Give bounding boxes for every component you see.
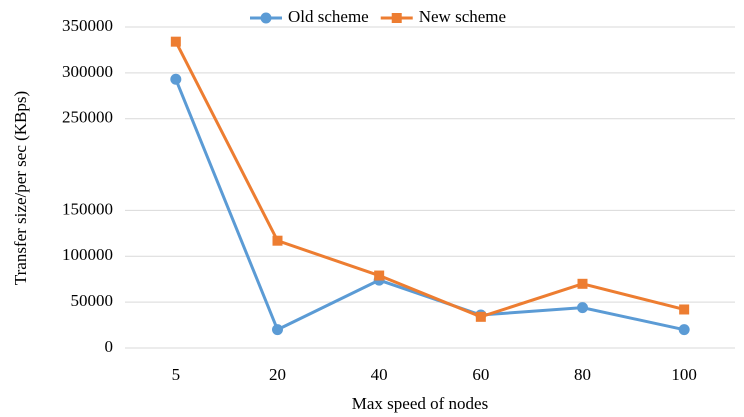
y-tick-label: 250000 xyxy=(62,108,113,127)
y-tick-label: 100000 xyxy=(62,245,113,264)
x-tick-label: 5 xyxy=(172,365,181,384)
x-tick-label: 80 xyxy=(574,365,591,384)
marker xyxy=(475,311,486,322)
y-axis-label: Transfer size/per sec (KBps) xyxy=(11,91,30,285)
marker xyxy=(577,278,588,289)
marker xyxy=(577,302,588,314)
x-tick-label: 40 xyxy=(371,365,388,384)
marker xyxy=(374,270,385,281)
x-axis-label: Max speed of nodes xyxy=(352,394,488,413)
legend-marker xyxy=(260,12,272,24)
x-tick-label: 60 xyxy=(472,365,489,384)
marker xyxy=(272,324,283,336)
y-tick-label: 300000 xyxy=(62,62,113,81)
legend-label: Old scheme xyxy=(288,7,369,26)
y-tick-label: 150000 xyxy=(62,199,113,218)
legend-marker xyxy=(391,13,402,23)
y-tick-label: 0 xyxy=(105,337,114,356)
y-tick-label: 350000 xyxy=(62,16,113,35)
marker xyxy=(679,304,690,315)
x-tick-label: 20 xyxy=(269,365,286,384)
y-tick-label: 50000 xyxy=(71,291,114,310)
legend-label: New scheme xyxy=(419,7,506,26)
marker xyxy=(170,73,182,85)
series-line xyxy=(174,78,685,332)
x-tick-label: 100 xyxy=(671,365,697,384)
marker xyxy=(272,235,283,246)
marker xyxy=(678,324,690,336)
series-line xyxy=(174,40,685,319)
marker xyxy=(170,36,181,47)
